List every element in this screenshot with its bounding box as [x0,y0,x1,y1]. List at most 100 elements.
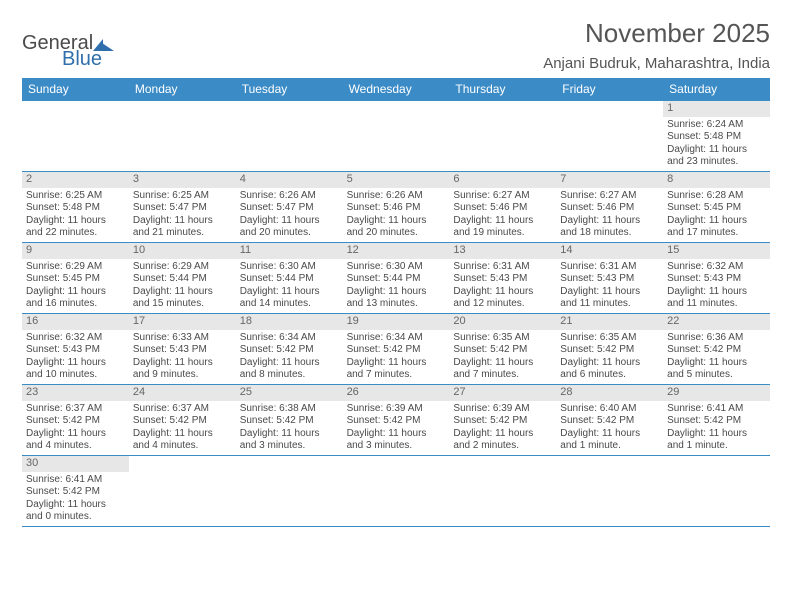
daylight-line: Daylight: 11 hours and 21 minutes. [133,215,232,240]
day-cell [343,101,450,171]
sunset-line: Sunset: 5:42 PM [667,415,766,428]
day-cell: 15Sunrise: 6:32 AMSunset: 5:43 PMDayligh… [663,243,770,313]
day-body: Sunrise: 6:35 AMSunset: 5:42 PMDaylight:… [449,330,556,384]
sunset-line: Sunset: 5:42 PM [347,344,446,357]
day-number: 17 [129,314,236,330]
sunset-line: Sunset: 5:45 PM [26,273,125,286]
sunrise-line: Sunrise: 6:38 AM [240,403,339,416]
sunset-line: Sunset: 5:44 PM [240,273,339,286]
day-cell: 4Sunrise: 6:26 AMSunset: 5:47 PMDaylight… [236,172,343,242]
week-row: 30Sunrise: 6:41 AMSunset: 5:42 PMDayligh… [22,456,770,527]
day-body: Sunrise: 6:39 AMSunset: 5:42 PMDaylight:… [343,401,450,455]
day-body: Sunrise: 6:26 AMSunset: 5:46 PMDaylight:… [343,188,450,242]
daylight-line: Daylight: 11 hours and 11 minutes. [560,286,659,311]
day-cell: 29Sunrise: 6:41 AMSunset: 5:42 PMDayligh… [663,385,770,455]
day-number: 3 [129,172,236,188]
day-cell: 12Sunrise: 6:30 AMSunset: 5:44 PMDayligh… [343,243,450,313]
sunrise-line: Sunrise: 6:40 AM [560,403,659,416]
sunset-line: Sunset: 5:48 PM [667,131,766,144]
day-cell: 19Sunrise: 6:34 AMSunset: 5:42 PMDayligh… [343,314,450,384]
daylight-line: Daylight: 11 hours and 12 minutes. [453,286,552,311]
day-body: Sunrise: 6:36 AMSunset: 5:42 PMDaylight:… [663,330,770,384]
calendar-page: General November 2025 Anjani Budruk, Mah… [0,0,792,527]
day-body: Sunrise: 6:41 AMSunset: 5:42 PMDaylight:… [663,401,770,455]
day-number: 2 [22,172,129,188]
weekday-header-row: Sunday Monday Tuesday Wednesday Thursday… [22,78,770,101]
sunset-line: Sunset: 5:42 PM [347,415,446,428]
daylight-line: Daylight: 11 hours and 13 minutes. [347,286,446,311]
sunset-line: Sunset: 5:42 PM [560,344,659,357]
daylight-line: Daylight: 11 hours and 1 minute. [560,428,659,453]
logo-text-blue: Blue [62,48,102,70]
sunrise-line: Sunrise: 6:25 AM [133,190,232,203]
sunset-line: Sunset: 5:42 PM [453,344,552,357]
day-cell [236,101,343,171]
sunset-line: Sunset: 5:43 PM [667,273,766,286]
day-cell: 13Sunrise: 6:31 AMSunset: 5:43 PMDayligh… [449,243,556,313]
sunset-line: Sunset: 5:47 PM [240,202,339,215]
daylight-line: Daylight: 11 hours and 8 minutes. [240,357,339,382]
day-body: Sunrise: 6:30 AMSunset: 5:44 PMDaylight:… [236,259,343,313]
sunset-line: Sunset: 5:48 PM [26,202,125,215]
day-cell: 22Sunrise: 6:36 AMSunset: 5:42 PMDayligh… [663,314,770,384]
sunset-line: Sunset: 5:42 PM [667,344,766,357]
weekday-header: Friday [556,78,663,101]
daylight-line: Daylight: 11 hours and 0 minutes. [26,499,125,524]
sunset-line: Sunset: 5:42 PM [240,344,339,357]
week-row: 9Sunrise: 6:29 AMSunset: 5:45 PMDaylight… [22,243,770,314]
sunrise-line: Sunrise: 6:31 AM [560,261,659,274]
day-cell [22,101,129,171]
daylight-line: Daylight: 11 hours and 20 minutes. [240,215,339,240]
day-body: Sunrise: 6:29 AMSunset: 5:44 PMDaylight:… [129,259,236,313]
page-header: General November 2025 Anjani Budruk, Mah… [22,18,770,72]
day-cell: 3Sunrise: 6:25 AMSunset: 5:47 PMDaylight… [129,172,236,242]
sunrise-line: Sunrise: 6:37 AM [26,403,125,416]
sunrise-line: Sunrise: 6:27 AM [453,190,552,203]
daylight-line: Daylight: 11 hours and 14 minutes. [240,286,339,311]
day-body: Sunrise: 6:27 AMSunset: 5:46 PMDaylight:… [556,188,663,242]
week-row: 1Sunrise: 6:24 AMSunset: 5:48 PMDaylight… [22,101,770,172]
sunset-line: Sunset: 5:44 PM [133,273,232,286]
day-cell: 23Sunrise: 6:37 AMSunset: 5:42 PMDayligh… [22,385,129,455]
sunset-line: Sunset: 5:44 PM [347,273,446,286]
sunrise-line: Sunrise: 6:25 AM [26,190,125,203]
day-body: Sunrise: 6:39 AMSunset: 5:42 PMDaylight:… [449,401,556,455]
day-number: 26 [343,385,450,401]
daylight-line: Daylight: 11 hours and 3 minutes. [240,428,339,453]
day-cell: 21Sunrise: 6:35 AMSunset: 5:42 PMDayligh… [556,314,663,384]
sunrise-line: Sunrise: 6:30 AM [240,261,339,274]
sunrise-line: Sunrise: 6:28 AM [667,190,766,203]
day-cell [129,456,236,526]
week-row: 16Sunrise: 6:32 AMSunset: 5:43 PMDayligh… [22,314,770,385]
day-body: Sunrise: 6:26 AMSunset: 5:47 PMDaylight:… [236,188,343,242]
day-cell [236,456,343,526]
weekday-header: Sunday [22,78,129,101]
day-number: 20 [449,314,556,330]
day-cell [343,456,450,526]
sunrise-line: Sunrise: 6:36 AM [667,332,766,345]
day-cell: 5Sunrise: 6:26 AMSunset: 5:46 PMDaylight… [343,172,450,242]
day-body: Sunrise: 6:27 AMSunset: 5:46 PMDaylight:… [449,188,556,242]
weekday-header: Monday [129,78,236,101]
day-number: 10 [129,243,236,259]
day-number: 1 [663,101,770,117]
day-body: Sunrise: 6:38 AMSunset: 5:42 PMDaylight:… [236,401,343,455]
sunset-line: Sunset: 5:46 PM [347,202,446,215]
day-number: 13 [449,243,556,259]
day-number: 27 [449,385,556,401]
daylight-line: Daylight: 11 hours and 10 minutes. [26,357,125,382]
day-body: Sunrise: 6:31 AMSunset: 5:43 PMDaylight:… [556,259,663,313]
day-body: Sunrise: 6:25 AMSunset: 5:47 PMDaylight:… [129,188,236,242]
day-cell: 1Sunrise: 6:24 AMSunset: 5:48 PMDaylight… [663,101,770,171]
daylight-line: Daylight: 11 hours and 4 minutes. [133,428,232,453]
day-body: Sunrise: 6:25 AMSunset: 5:48 PMDaylight:… [22,188,129,242]
sunrise-line: Sunrise: 6:33 AM [133,332,232,345]
day-cell [449,456,556,526]
weekday-header: Tuesday [236,78,343,101]
day-body: Sunrise: 6:33 AMSunset: 5:43 PMDaylight:… [129,330,236,384]
daylight-line: Daylight: 11 hours and 18 minutes. [560,215,659,240]
day-number: 4 [236,172,343,188]
daylight-line: Daylight: 11 hours and 23 minutes. [667,144,766,169]
day-cell: 9Sunrise: 6:29 AMSunset: 5:45 PMDaylight… [22,243,129,313]
day-body: Sunrise: 6:31 AMSunset: 5:43 PMDaylight:… [449,259,556,313]
